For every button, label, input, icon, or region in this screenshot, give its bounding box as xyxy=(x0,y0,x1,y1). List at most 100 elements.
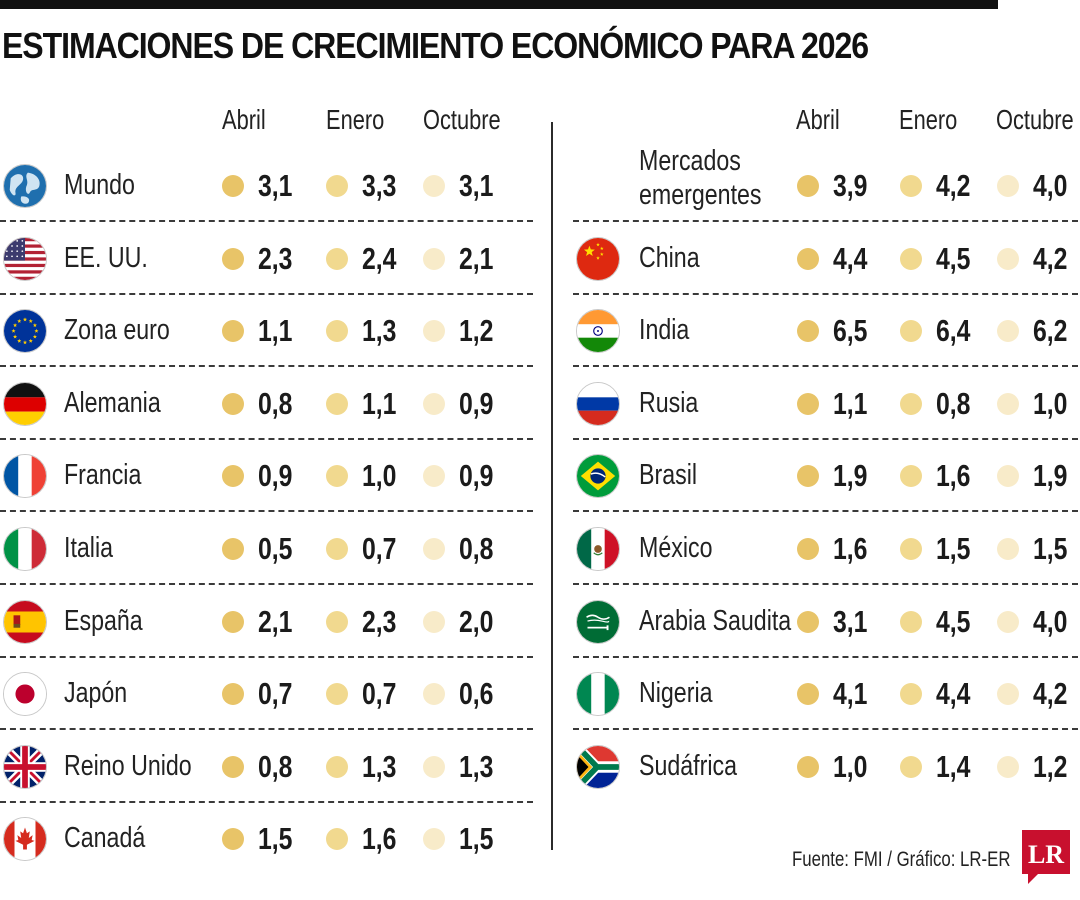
country-name: Reino Unido xyxy=(64,749,192,782)
india-flag-icon xyxy=(576,309,620,354)
value-enero: 3,3 xyxy=(362,168,397,203)
value-dot-enero xyxy=(900,465,922,488)
table-row-mundo: Mundo 3,1 3,3 3,1 xyxy=(0,150,533,222)
value-dot-abril xyxy=(222,175,244,197)
value-abril: 2,1 xyxy=(258,603,293,639)
row-separator xyxy=(573,437,1078,440)
country-name: Zona euro xyxy=(64,314,170,347)
value-dot-enero xyxy=(326,828,348,851)
value-dot-enero xyxy=(900,538,922,560)
value-dot-abril xyxy=(222,828,244,851)
value-enero: 1,3 xyxy=(362,313,397,349)
table-row-espana: España 2,1 2,3 2,0 xyxy=(0,586,533,658)
table-row-mexico: México 1,6 1,5 1,5 xyxy=(573,513,1080,585)
column-header-abril: Abril xyxy=(222,104,266,135)
spain-flag-icon xyxy=(3,599,47,644)
value-abril: 1,1 xyxy=(258,313,293,349)
value-octubre: 1,5 xyxy=(1033,531,1068,566)
value-octubre: 4,2 xyxy=(1033,240,1068,276)
column-header-enero: Enero xyxy=(326,104,385,135)
value-abril: 3,1 xyxy=(833,603,868,639)
value-enero: 1,6 xyxy=(936,458,971,494)
value-abril: 0,8 xyxy=(258,748,293,784)
value-dot-octubre xyxy=(423,392,445,415)
value-abril: 6,5 xyxy=(833,313,868,349)
column-header-abril-right: Abril xyxy=(796,104,840,135)
usa-flag-icon xyxy=(3,236,47,281)
value-dot-abril xyxy=(797,247,819,270)
value-octubre: 2,1 xyxy=(459,240,494,276)
table-row-zona-euro: Zona euro 1,1 1,3 1,2 xyxy=(0,295,533,368)
table-row-reino-unido: Reino Unido 0,8 1,3 1,3 xyxy=(0,731,533,803)
country-name: Sudáfrica xyxy=(639,749,738,782)
value-dot-octubre xyxy=(423,828,445,851)
value-dot-enero xyxy=(900,175,922,197)
value-dot-abril xyxy=(222,755,244,778)
value-dot-abril xyxy=(222,465,244,488)
value-octubre: 3,1 xyxy=(459,168,494,203)
row-separator xyxy=(573,220,1078,222)
row-separator xyxy=(573,292,1078,295)
value-dot-abril xyxy=(797,538,819,560)
row-separator xyxy=(0,437,533,440)
value-octubre: 1,5 xyxy=(459,821,494,857)
row-separator xyxy=(0,800,533,803)
country-name: Mercados emergentes xyxy=(639,144,762,212)
value-abril: 3,1 xyxy=(258,168,293,203)
column-header-enero-right: Enero xyxy=(899,104,958,135)
mexico-flag-icon xyxy=(576,527,620,571)
row-separator xyxy=(573,510,1078,513)
chart-title: ESTIMACIONES DE CRECIMIENTO ECONÓMICO PA… xyxy=(2,25,869,66)
value-octubre: 0,9 xyxy=(459,385,494,421)
table-row-ee-uu: EE. UU. 2,3 2,4 2,1 xyxy=(0,223,533,295)
value-abril: 0,7 xyxy=(258,676,293,712)
value-abril: 0,9 xyxy=(258,458,293,494)
value-octubre: 1,9 xyxy=(1033,458,1068,494)
country-name-line: emergentes xyxy=(639,179,762,211)
table-row-francia: Francia 0,9 1,0 0,9 xyxy=(0,440,533,513)
value-octubre: 4,2 xyxy=(1033,676,1068,712)
russia-flag-icon xyxy=(576,381,620,426)
table-row-canada: Canadá 1,5 1,6 1,5 xyxy=(0,803,533,875)
value-dot-abril xyxy=(797,320,819,343)
value-enero: 1,0 xyxy=(362,458,397,494)
uk-flag-icon xyxy=(3,744,47,789)
column-header-octubre-right: Octubre xyxy=(996,104,1074,135)
value-dot-enero xyxy=(326,175,348,197)
value-dot-octubre xyxy=(423,465,445,488)
value-dot-octubre xyxy=(997,538,1019,560)
value-enero: 6,4 xyxy=(936,313,971,349)
value-dot-abril xyxy=(222,320,244,343)
value-dot-abril xyxy=(222,610,244,633)
country-name: Italia xyxy=(64,532,114,564)
value-dot-octubre xyxy=(997,755,1019,778)
value-octubre: 1,0 xyxy=(1033,385,1068,421)
row-separator xyxy=(0,510,533,513)
value-dot-octubre xyxy=(997,465,1019,488)
brazil-flag-icon xyxy=(576,454,620,499)
svg-text:LR: LR xyxy=(1028,840,1064,869)
country-name: Nigeria xyxy=(639,677,713,710)
value-enero: 0,8 xyxy=(936,385,971,421)
germany-flag-icon xyxy=(3,381,47,426)
value-dot-octubre xyxy=(997,320,1019,343)
value-dot-enero xyxy=(326,610,348,633)
value-dot-abril xyxy=(222,247,244,270)
table-row-arabia-saudita: Arabia Saudita 3,1 4,5 4,0 xyxy=(573,586,1080,658)
value-dot-enero xyxy=(326,465,348,488)
value-dot-abril xyxy=(797,755,819,778)
france-flag-icon xyxy=(3,454,47,499)
value-dot-octubre xyxy=(997,610,1019,633)
saudi-arabia-flag-icon xyxy=(576,599,620,644)
value-dot-enero xyxy=(326,538,348,560)
japan-flag-icon xyxy=(3,672,47,717)
value-dot-octubre xyxy=(423,683,445,706)
value-dot-enero xyxy=(900,392,922,415)
table-row-india: India 6,5 6,4 6,2 xyxy=(573,295,1080,368)
source-note: Fuente: FMI / Gráfico: LR-ER xyxy=(792,848,1011,871)
column-header-octubre: Octubre xyxy=(423,104,501,135)
country-name: Rusia xyxy=(639,386,699,419)
value-dot-octubre xyxy=(423,538,445,560)
value-enero: 1,3 xyxy=(362,748,397,784)
row-separator xyxy=(0,220,533,222)
